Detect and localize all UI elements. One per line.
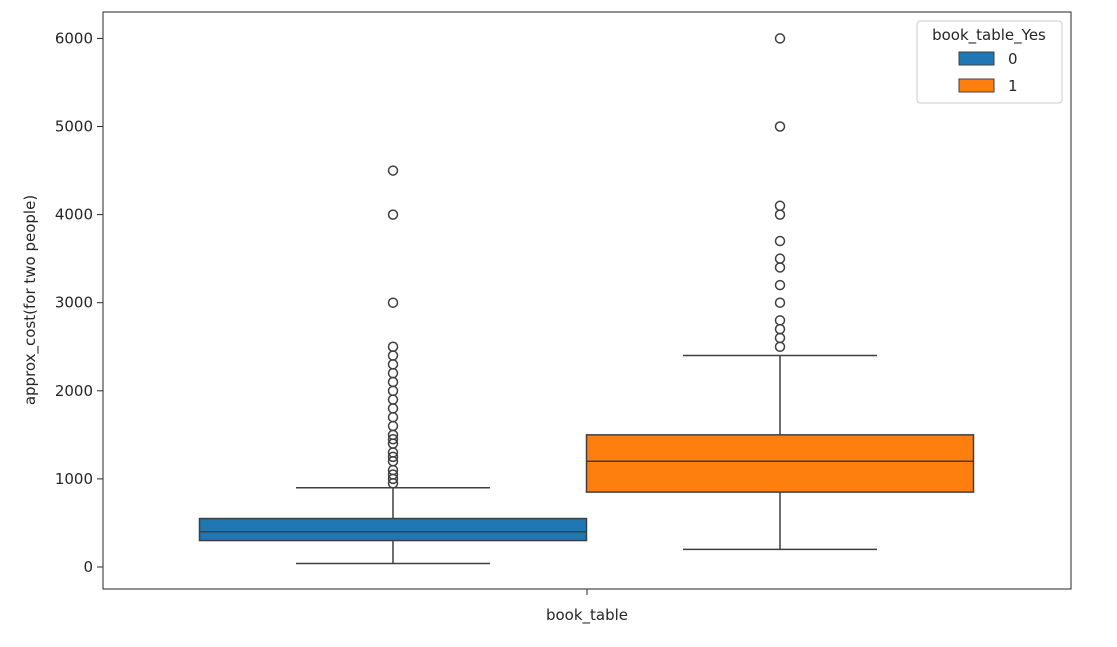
y-tick-label: 3000 xyxy=(55,294,93,312)
box xyxy=(585,434,975,493)
outlier-point xyxy=(774,33,786,44)
y-tick-label: 2000 xyxy=(55,382,93,400)
y-tick-label: 0 xyxy=(83,558,93,576)
outlier-point xyxy=(774,253,786,264)
legend-label-0: 0 xyxy=(1008,50,1018,68)
outlier-point xyxy=(774,235,786,247)
legend-title: book_table_Yes xyxy=(932,26,1046,45)
outlier-point xyxy=(774,315,786,326)
outlier-point xyxy=(774,279,786,291)
y-tick-label: 4000 xyxy=(55,206,93,224)
outlier-point xyxy=(387,209,399,220)
legend-swatch-1 xyxy=(958,78,995,93)
legend: book_table_Yes 0 1 xyxy=(916,20,1063,104)
outlier-point xyxy=(387,165,399,176)
y-tick-label: 5000 xyxy=(55,118,93,136)
outlier-point xyxy=(774,121,786,132)
box-group-1 xyxy=(585,33,975,551)
boxes xyxy=(198,33,975,565)
x-axis-label: book_table xyxy=(546,606,628,625)
outlier-point xyxy=(387,341,399,352)
box xyxy=(198,517,588,542)
y-tick-label: 1000 xyxy=(55,470,93,488)
outlier-point xyxy=(387,297,399,308)
box-group-0 xyxy=(198,165,588,565)
x-axis: book_table xyxy=(546,589,628,625)
outlier-point xyxy=(387,451,399,463)
outlier-point xyxy=(387,469,399,480)
outlier-point xyxy=(774,200,786,212)
legend-swatch-0 xyxy=(958,51,995,66)
outlier-point xyxy=(774,297,786,308)
y-tick-label: 6000 xyxy=(55,29,93,47)
legend-label-1: 1 xyxy=(1008,77,1018,95)
y-axis-ticks: 0 1000 2000 3000 4000 5000 6000 xyxy=(55,29,103,576)
outlier-point xyxy=(387,433,399,445)
y-axis-label: approx_cost(for two people) xyxy=(21,195,40,405)
